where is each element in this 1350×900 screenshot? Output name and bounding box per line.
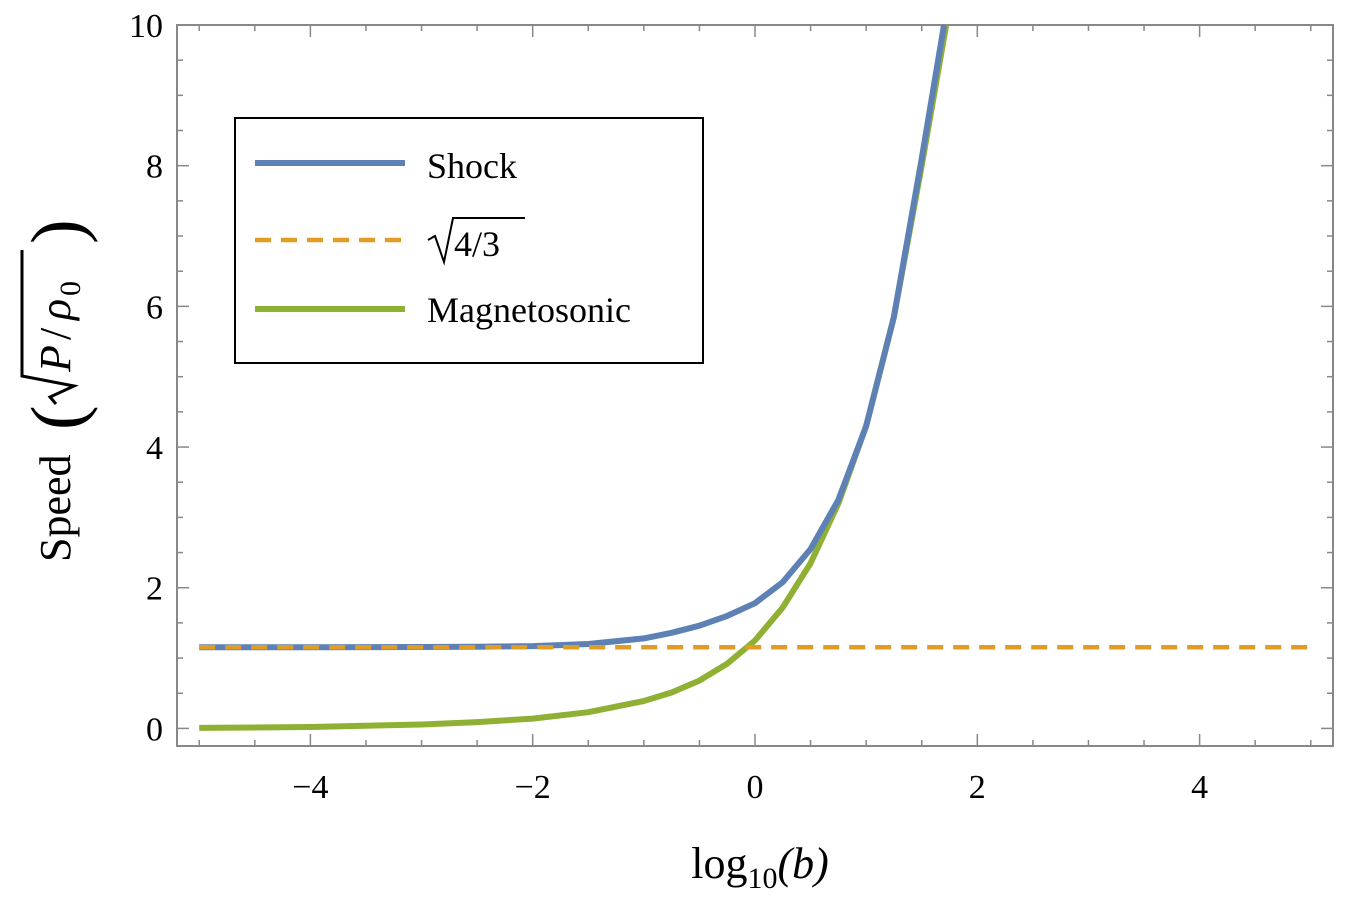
legend-label-shock: Shock: [427, 146, 517, 186]
y-axis-radical-sign: [20, 250, 79, 405]
x-tick-label: 4: [1191, 769, 1208, 806]
x-tick-label: −2: [515, 769, 551, 806]
x-tick-label: −4: [292, 769, 328, 806]
y-axis-slash: /: [31, 327, 80, 340]
x-tick-label: 2: [969, 769, 986, 806]
x-tick-labels: −4 −2 0 2 4: [292, 769, 1208, 806]
tick-marks: [177, 24, 1333, 746]
y-axis-title-word: Speed: [31, 454, 80, 562]
legend-label-magnetosonic: Magnetosonic: [427, 290, 631, 330]
y-axis-rho: ρ: [31, 299, 80, 322]
legend-label-sqrt-4-3: 4/3: [454, 224, 500, 264]
y-tick-label: 0: [146, 711, 163, 748]
y-axis-P: P: [31, 345, 80, 373]
series-group: [199, 25, 1311, 731]
y-axis-close-paren: ): [17, 219, 99, 244]
legend-radical-sign: [427, 217, 525, 266]
y-axis-open-paren: (: [17, 405, 99, 430]
legend: Shock 4/3 Magnetosonic: [234, 117, 704, 364]
y-tick-label: 8: [146, 149, 163, 186]
x-tick-label: 0: [747, 769, 764, 806]
y-tick-label: 6: [146, 289, 163, 326]
x-axis-title: log10(b): [691, 839, 829, 895]
y-axis-title: Speed ( ) P / ρ 0: [17, 219, 99, 562]
y-tick-labels: 0 2 4 6 8 10: [129, 8, 163, 748]
y-axis-rho-subscript: 0: [54, 281, 87, 296]
y-tick-label: 2: [146, 571, 163, 608]
y-tick-label: 10: [129, 8, 163, 45]
y-tick-label: 4: [146, 430, 163, 467]
